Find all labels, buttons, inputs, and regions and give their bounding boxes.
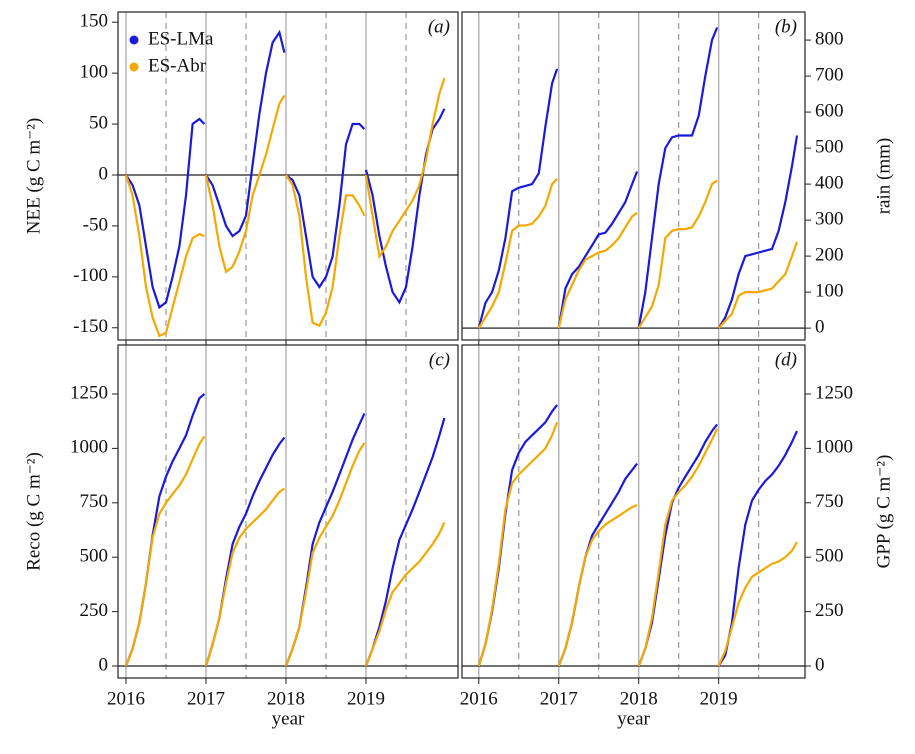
y-tick-label: 400 bbox=[815, 172, 844, 193]
y-tick-label: 250 bbox=[80, 600, 109, 621]
panel-label: (b) bbox=[775, 16, 797, 37]
legend-marker bbox=[129, 62, 139, 72]
y-axis-label: Reco (g C m⁻²) bbox=[23, 452, 44, 571]
x-tick-label: 2016 bbox=[107, 688, 145, 709]
data-line bbox=[124, 77, 446, 338]
y-tick-label: 500 bbox=[815, 546, 844, 567]
data-line bbox=[125, 29, 446, 310]
y-tick-label: 0 bbox=[99, 163, 109, 184]
panel-label: (d) bbox=[775, 349, 797, 370]
y-tick-label: 300 bbox=[815, 208, 844, 229]
y-tick-label: 0 bbox=[815, 316, 825, 337]
y-tick-label: 500 bbox=[815, 136, 844, 157]
x-tick-label: 2018 bbox=[620, 688, 658, 709]
y-tick-label: 200 bbox=[815, 244, 844, 265]
data-line bbox=[477, 404, 798, 667]
y-tick-label: 750 bbox=[80, 491, 109, 512]
panel: -150 -100 -50 0 50 100 150 NEE (g C m⁻²) (a) ES-L… bbox=[23, 11, 459, 346]
data-line bbox=[477, 27, 799, 329]
y-tick-label: -50 bbox=[83, 214, 108, 235]
x-axis-label: year bbox=[617, 708, 650, 729]
legend-label: ES-Abr bbox=[148, 55, 207, 76]
frame bbox=[461, 344, 806, 679]
x-tick-label: 2019 bbox=[347, 688, 385, 709]
frame bbox=[117, 344, 459, 679]
y-tick-label: 100 bbox=[80, 61, 109, 82]
frame bbox=[117, 11, 459, 341]
frame bbox=[461, 11, 806, 341]
y-tick-label: 250 bbox=[815, 600, 844, 621]
panel: 2016 2017 2018 2019 0 250 500 750 1000 1250 Reco (… bbox=[23, 344, 459, 729]
panel-label: (a) bbox=[428, 16, 450, 37]
y-tick-label: 700 bbox=[815, 64, 844, 85]
x-tick-label: 2017 bbox=[187, 688, 225, 709]
y-tick-label: 1250 bbox=[70, 382, 108, 403]
y-tick-label: 100 bbox=[815, 280, 844, 301]
data-line bbox=[477, 177, 799, 329]
y-tick-label: 0 bbox=[99, 654, 109, 675]
y-tick-label: 50 bbox=[89, 112, 108, 133]
legend-label: ES-LMa bbox=[148, 28, 214, 49]
y-axis-label: GPP (g C m⁻²) bbox=[873, 455, 894, 569]
y-tick-label: -100 bbox=[73, 265, 108, 286]
y-tick-label: 1250 bbox=[815, 382, 853, 403]
y-axis-label: rain (mm) bbox=[873, 138, 894, 215]
y-tick-label: 0 bbox=[815, 654, 825, 675]
panel: 2016 2017 2018 2019 0 250 500 750 1000 1250 GPP (g… bbox=[460, 344, 894, 729]
y-tick-label: -150 bbox=[73, 316, 108, 337]
data-line bbox=[124, 435, 446, 667]
y-tick-label: 750 bbox=[815, 491, 844, 512]
y-axis-label: NEE (g C m⁻²) bbox=[23, 118, 44, 235]
y-tick-label: 150 bbox=[80, 11, 109, 32]
y-tick-label: 1000 bbox=[815, 437, 853, 458]
y-tick-label: 500 bbox=[80, 546, 109, 567]
y-tick-label: 1000 bbox=[70, 437, 108, 458]
x-tick-label: 2017 bbox=[540, 688, 578, 709]
x-tick-label: 2018 bbox=[267, 688, 305, 709]
data-line bbox=[477, 421, 798, 667]
x-tick-label: 2019 bbox=[700, 688, 738, 709]
panel-label: (c) bbox=[429, 349, 450, 370]
x-tick-label: 2016 bbox=[460, 688, 498, 709]
legend-marker bbox=[129, 35, 139, 45]
x-axis-label: year bbox=[272, 708, 305, 729]
panel: 0 100 200 300 400 500 600 700 800 rain (mm) (b) bbox=[461, 11, 894, 346]
y-tick-label: 600 bbox=[815, 100, 844, 121]
y-tick-label: 800 bbox=[815, 28, 844, 49]
data-line bbox=[124, 393, 446, 667]
